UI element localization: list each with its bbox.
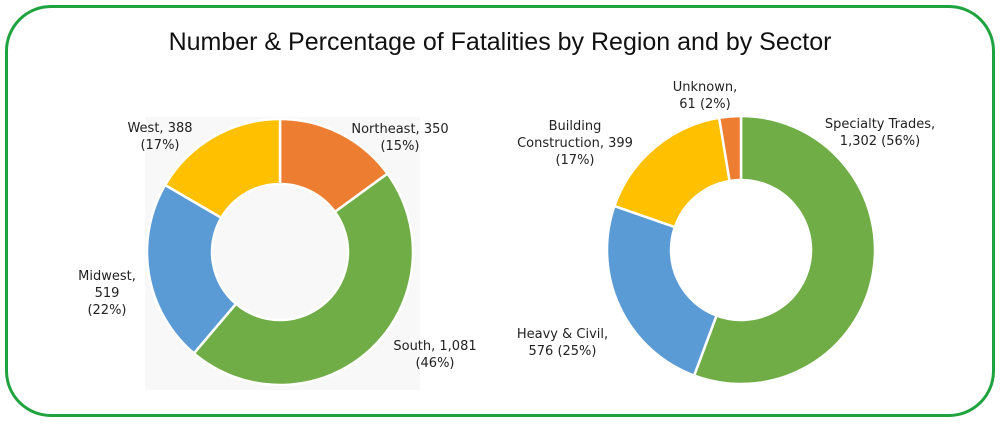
slice-heavy-civil [605,204,719,378]
label-specialty-trades: Specialty Trades, 1,302 (56%) [824,117,936,149]
slice-specialty-trades [692,114,877,386]
label-unknown: Unknown, 61 (2%) [672,80,738,112]
label-west: West, 388 (17%) [127,121,193,153]
slice-south [192,171,415,387]
slice-midwest [145,183,238,356]
label-midwest: Midwest, 519 (22%) [78,269,136,318]
label-building-construction: Building Construction, 399 (17%) [517,119,633,168]
slice-west [163,117,282,220]
label-south: South, 1,081 (46%) [393,339,477,371]
slice-unknown [717,114,743,183]
chart-frame [5,5,995,417]
label-heavy-civil: Heavy & Civil, 576 (25%) [516,327,609,359]
label-northeast: Northeast, 350 (15%) [351,122,449,154]
chart-title: Number & Percentage of Fatalities by Reg… [168,28,832,56]
